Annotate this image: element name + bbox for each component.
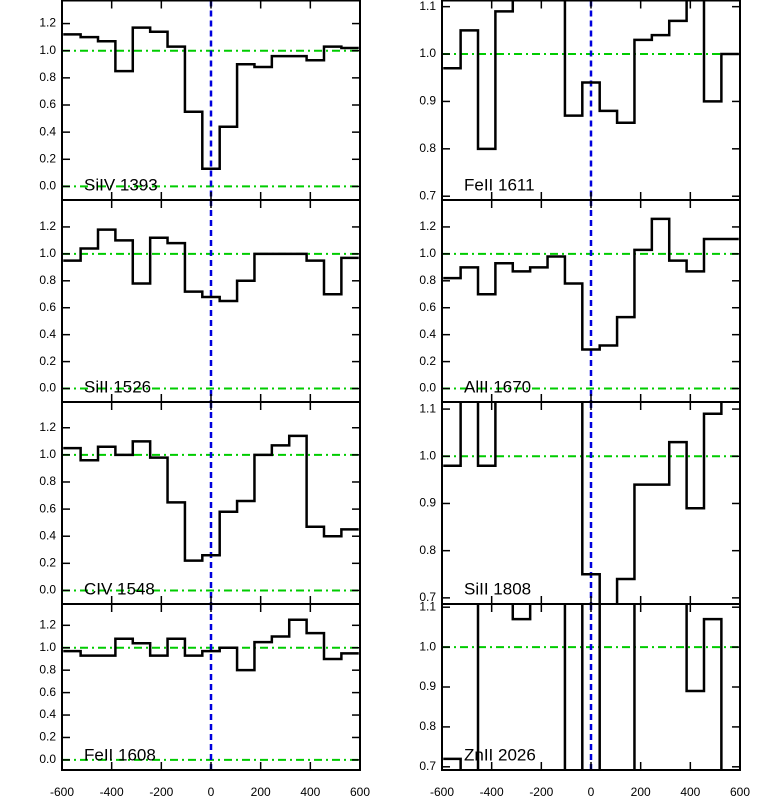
x-tick-label: -600	[50, 785, 74, 799]
x-tick-label: -200	[529, 785, 553, 799]
panel-frame	[441, 0, 741, 201]
plot-area	[442, 200, 740, 402]
y-tick-label: 1.0	[39, 43, 56, 57]
x-tick-label: -200	[149, 785, 173, 799]
y-tick-label: 0.7	[419, 590, 436, 604]
y-tick-label: 0.8	[419, 543, 436, 557]
panel: 0.7 0.8 0.9 1.0 1.1 -600 -400 -200 0 200 400 600 ZnI…	[419, 599, 750, 799]
y-tick-label: 0.9	[419, 94, 436, 108]
y-tick-label: 1.1	[419, 599, 436, 613]
y-tick-label: 1.0	[419, 46, 436, 60]
panel: 0.0 0.2 0.4 0.6 0.8 1.0 1.2 SiII 1526	[39, 199, 361, 403]
flux-step	[63, 618, 359, 672]
panel: 0.0 0.2 0.4 0.6 0.8 1.0 1.2 CIV 1548	[39, 401, 361, 605]
y-tick-label: 0.4	[39, 124, 56, 138]
x-tick-label: -600	[430, 785, 454, 799]
x-tick-label: 600	[350, 785, 370, 799]
y-tick-label: 0.8	[39, 662, 56, 676]
ion-label: FeII 1608	[84, 745, 156, 764]
x-tick-label: 400	[680, 785, 700, 799]
y-tick-label: 0.2	[39, 354, 56, 368]
y-tick-label: 1.1	[419, 401, 436, 415]
y-tick-label: 0.4	[39, 327, 56, 341]
y-tick-label: 0.6	[39, 300, 56, 314]
y-tick-label: 1.2	[39, 16, 56, 30]
y-tick-label: 1.0	[39, 447, 56, 461]
y-tick-label: 0.9	[419, 679, 436, 693]
x-tick-label: 0	[208, 785, 215, 799]
y-tick-label: 1.1	[419, 0, 436, 13]
y-tick-label: 1.2	[39, 420, 56, 434]
ion-label: AlII 1670	[464, 377, 531, 396]
y-tick-label: 0.8	[39, 70, 56, 84]
y-tick-label: 1.2	[419, 219, 436, 233]
x-tick-label: 0	[588, 785, 595, 799]
y-tick-label: 0.4	[39, 707, 56, 721]
x-tick-label: 200	[631, 785, 651, 799]
y-tick-label: 0.6	[39, 97, 56, 111]
y-tick-label: 0.4	[419, 327, 436, 341]
flux-step	[63, 434, 359, 562]
panel: 0.7 0.8 0.9 1.0 1.1 SiII 1808	[419, 401, 741, 605]
plot-area	[62, 604, 360, 770]
y-tick-label: 0.6	[39, 685, 56, 699]
y-tick-label: 0.8	[419, 273, 436, 287]
x-tick-label: 400	[300, 785, 320, 799]
y-tick-label: 0.6	[39, 501, 56, 515]
panel: 0.0 0.2 0.4 0.6 0.8 1.0 1.2 -600 -400 -200 0 200 400…	[39, 603, 370, 799]
ion-label: ZnII 2026	[464, 745, 536, 764]
flux-step	[443, 217, 739, 351]
y-tick-label: 0.4	[39, 528, 56, 542]
y-tick-label: 0.7	[419, 759, 436, 773]
y-tick-label: 0.8	[419, 719, 436, 733]
flux-step	[63, 228, 359, 303]
y-tick-label: 1.0	[39, 246, 56, 260]
flux-step	[443, 402, 723, 604]
flux-step	[63, 26, 359, 171]
y-tick-label: 1.0	[419, 246, 436, 260]
y-tick-label: 0.7	[419, 188, 436, 202]
y-tick-label: 0.6	[419, 300, 436, 314]
y-tick-label: 1.0	[419, 448, 436, 462]
ion-label: SiII 1808	[464, 579, 531, 598]
y-tick-label: 0.0	[39, 583, 56, 597]
y-tick-label: 0.2	[39, 151, 56, 165]
panel: 0.0 0.2 0.4 0.6 0.8 1.0 1.2 SiIV 1393	[39, 0, 361, 201]
y-tick-label: 0.8	[39, 474, 56, 488]
y-tick-label: 0.0	[39, 752, 56, 766]
plot-area	[62, 402, 360, 604]
y-tick-label: 1.0	[39, 640, 56, 654]
x-tick-label: 200	[251, 785, 271, 799]
panel: 0.0 0.2 0.4 0.6 0.8 1.0 1.2 AlII 1670	[419, 199, 741, 403]
ion-label: SiII 1526	[84, 377, 151, 396]
y-tick-label: 1.2	[39, 219, 56, 233]
y-tick-label: 0.2	[419, 354, 436, 368]
flux-step	[443, 0, 739, 151]
ion-label: SiIV 1393	[84, 175, 158, 194]
y-tick-label: 0.2	[39, 730, 56, 744]
y-tick-label: 0.9	[419, 496, 436, 510]
flux-step	[443, 604, 723, 770]
y-tick-label: 1.0	[419, 639, 436, 653]
y-tick-label: 1.2	[39, 617, 56, 631]
plot-area	[442, 0, 740, 200]
y-tick-label: 0.0	[419, 381, 436, 395]
y-tick-label: 0.2	[39, 556, 56, 570]
ion-label: CIV 1548	[84, 579, 155, 598]
x-tick-label: -400	[480, 785, 504, 799]
panel-frame	[61, 0, 361, 201]
panel: 0.7 0.8 0.9 1.0 1.1 FeII 1611	[419, 0, 741, 202]
plot-area	[62, 0, 360, 200]
plot-area	[442, 604, 740, 770]
y-tick-label: 0.8	[419, 141, 436, 155]
x-tick-label: 600	[730, 785, 750, 799]
y-tick-label: 0.0	[39, 381, 56, 395]
y-tick-label: 0.0	[39, 179, 56, 193]
y-tick-label: 0.8	[39, 273, 56, 287]
x-tick-label: -400	[100, 785, 124, 799]
plot-area	[62, 200, 360, 402]
ion-label: FeII 1611	[464, 175, 535, 194]
plot-area	[442, 402, 740, 604]
